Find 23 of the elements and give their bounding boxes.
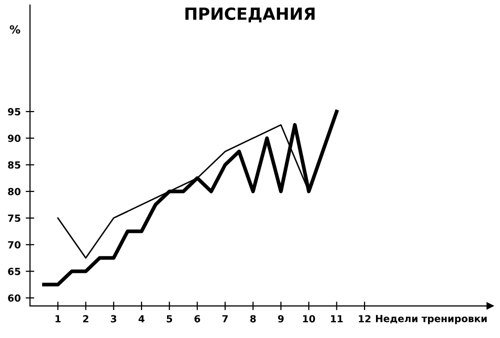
x-tick-label: 5 xyxy=(166,315,172,322)
chart-title: ПРИСЕДАНИЯ xyxy=(185,7,315,22)
x-tick-label: 8 xyxy=(250,315,256,322)
y-tick-label: 60 xyxy=(8,294,21,302)
y-tick-label: 75 xyxy=(8,214,20,222)
x-tick-label: 9 xyxy=(278,315,284,322)
x-tick-label: 3 xyxy=(110,315,116,322)
x-tick-label: 7 xyxy=(222,315,228,322)
y-tick-label: 95 xyxy=(8,108,20,116)
y-tick-label: 85 xyxy=(8,161,20,169)
y-tick-label: 65 xyxy=(8,268,20,276)
y-tick-label: 90 xyxy=(8,134,21,142)
y-tick-label: 70 xyxy=(8,241,21,248)
x-tick-label: 11 xyxy=(331,315,343,322)
x-tick-label: 6 xyxy=(194,315,200,322)
x-tick-label: 4 xyxy=(138,315,144,322)
x-axis-title: Недели тренировки xyxy=(376,315,487,324)
x-tick-label: 2 xyxy=(83,315,88,322)
x-tick-label: 12 xyxy=(358,315,370,322)
y-tick-label: 80 xyxy=(8,188,21,196)
y-axis-title: % xyxy=(10,25,20,34)
x-tick-label: 1 xyxy=(56,315,61,322)
x-tick-label: 10 xyxy=(303,315,316,322)
